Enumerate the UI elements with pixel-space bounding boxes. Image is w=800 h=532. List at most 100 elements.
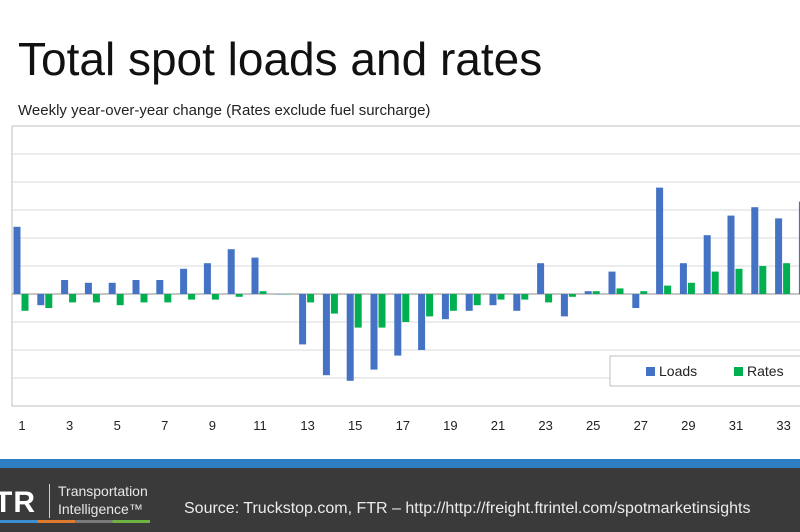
rates-bar-26	[616, 288, 624, 294]
rates-bar-31	[735, 268, 743, 294]
source-citation: Source: Truckstop.com, FTR – http://http…	[184, 500, 751, 517]
brand-line-1: Transportation	[58, 483, 148, 499]
loads-bar-33	[775, 218, 783, 294]
loads-bar-25	[584, 291, 592, 294]
x-tick-label-11: 11	[253, 418, 267, 433]
loads-bar-5	[108, 282, 116, 294]
loads-bar-18	[418, 294, 426, 350]
rates-bar-20	[473, 294, 481, 306]
loads-bar-30	[703, 235, 711, 294]
loads-bar-26	[608, 271, 616, 294]
rates-bar-14	[330, 294, 338, 314]
rates-bar-3	[69, 294, 77, 303]
x-tick-label-5: 5	[114, 418, 121, 433]
rates-bar-23	[545, 294, 553, 303]
loads-bar-3	[61, 280, 69, 294]
footer-accent-strip	[0, 459, 800, 468]
loads-bar-29	[679, 263, 687, 294]
loads-bar-24	[560, 294, 568, 317]
x-tick-label-9: 9	[209, 418, 216, 433]
rates-bar-19	[449, 294, 457, 311]
x-tick-label-13: 13	[300, 418, 314, 433]
rates-bar-15	[354, 294, 362, 328]
loads-bar-22	[513, 294, 521, 311]
x-tick-label-33: 33	[776, 418, 790, 433]
x-tick-label-1: 1	[18, 418, 25, 433]
rates-bar-13	[307, 294, 315, 303]
loads-bar-10	[227, 249, 235, 294]
rates-bar-5	[116, 294, 124, 306]
legend-label-rates: Rates	[747, 363, 784, 379]
loads-bar-31	[727, 215, 735, 294]
x-tick-label-21: 21	[491, 418, 505, 433]
slide-title: Total spot loads and rates	[18, 33, 543, 85]
rates-bar-32	[759, 266, 767, 294]
loads-bar-32	[751, 207, 759, 294]
x-tick-label-29: 29	[681, 418, 695, 433]
loads-bar-6	[132, 280, 140, 294]
logo-divider	[49, 484, 50, 518]
rates-bar-18	[426, 294, 434, 317]
loads-bar-9	[203, 263, 211, 294]
loads-bar-14	[322, 294, 330, 376]
brand-name: Transportation Intelligence™	[58, 482, 148, 518]
x-tick-label-3: 3	[66, 418, 73, 433]
x-tick-label-17: 17	[396, 418, 410, 433]
rates-bar-6	[140, 294, 148, 303]
loads-bar-4	[84, 282, 92, 294]
rates-bar-27	[640, 291, 648, 294]
loads-bar-20	[465, 294, 473, 311]
x-tick-label-27: 27	[634, 418, 648, 433]
rates-bar-8	[188, 294, 196, 300]
loads-bar-8	[180, 268, 188, 294]
logo-color-underline	[0, 520, 150, 523]
legend-label-loads: Loads	[659, 363, 697, 379]
x-tick-label-15: 15	[348, 418, 362, 433]
loads-bar-13	[299, 294, 307, 345]
rates-bar-30	[711, 271, 719, 294]
loads-bar-17	[394, 294, 402, 356]
rates-bar-12	[283, 294, 291, 295]
legend-swatch-rates	[734, 367, 743, 376]
x-tick-label-31: 31	[729, 418, 743, 433]
loads-bar-34	[798, 201, 800, 294]
chart-subtitle: Weekly year-over-year change (Rates excl…	[18, 102, 431, 119]
x-tick-label-19: 19	[443, 418, 457, 433]
loads-bar-28	[656, 187, 664, 294]
rates-bar-10	[235, 294, 243, 297]
loads-bar-21	[489, 294, 497, 306]
ftr-logo: TR	[0, 486, 36, 519]
loads-bar-12	[275, 294, 283, 295]
rates-bar-4	[92, 294, 100, 303]
loads-bar-2	[37, 294, 45, 306]
rates-bar-17	[402, 294, 410, 322]
loads-bar-15	[346, 294, 354, 381]
rates-bar-7	[164, 294, 172, 303]
footer-bar: TR Transportation Intelligence™ Source: …	[0, 468, 800, 532]
loads-bar-11	[251, 257, 259, 294]
loads-bar-16	[370, 294, 378, 370]
rates-bar-25	[592, 291, 600, 294]
rates-bar-21	[497, 294, 505, 300]
rates-bar-2	[45, 294, 53, 308]
loads-bar-19	[441, 294, 449, 320]
loads-bar-7	[156, 280, 164, 294]
brand-line-2: Intelligence™	[58, 501, 143, 517]
x-tick-label-23: 23	[538, 418, 552, 433]
rates-bar-11	[259, 291, 267, 294]
loads-bar-23	[537, 263, 545, 294]
x-tick-label-7: 7	[161, 418, 168, 433]
rates-bar-22	[521, 294, 529, 300]
legend-box	[609, 355, 800, 387]
rates-bar-9	[211, 294, 219, 300]
rates-bar-33	[783, 263, 791, 294]
loads-bar-27	[632, 294, 640, 308]
rates-bar-16	[378, 294, 386, 328]
legend-swatch-loads	[646, 367, 655, 376]
rates-bar-29	[687, 282, 695, 294]
x-tick-label-25: 25	[586, 418, 600, 433]
loads-bar-1	[13, 226, 21, 294]
rates-bar-1	[21, 294, 29, 311]
rates-bar-28	[664, 285, 672, 294]
